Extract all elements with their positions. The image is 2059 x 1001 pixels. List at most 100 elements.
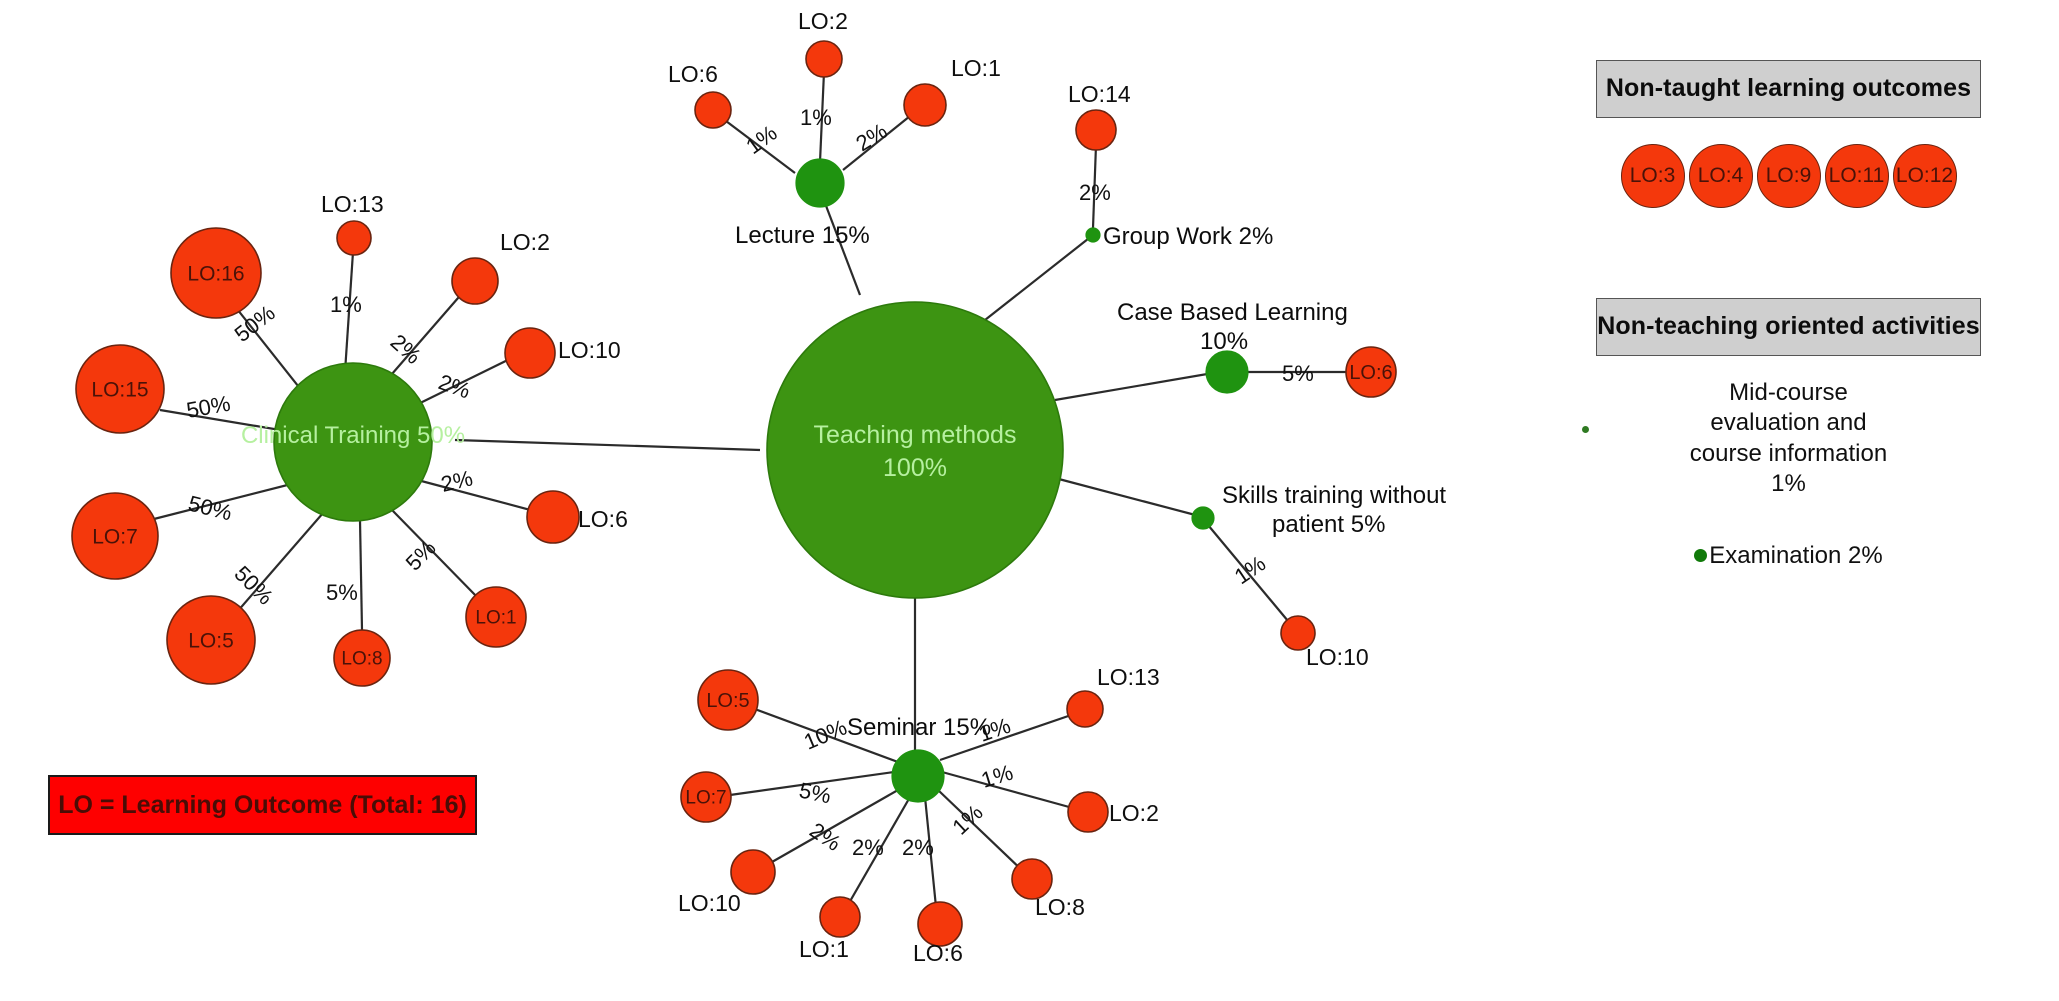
edge-clinical-lo2	[384, 289, 466, 383]
pct-clinical-lo5: 50%	[229, 561, 278, 610]
non-taught-lo-4[interactable]: LO:4	[1688, 144, 1753, 208]
lo-label-clinical-lo15: LO:15	[91, 379, 148, 402]
edge-clinical-lo1	[391, 509, 481, 601]
pct-clinical-lo10: 2%	[435, 369, 473, 403]
lo-node-seminar-lo13[interactable]: LO:13	[1066, 664, 1160, 728]
lo-label-lecture-lo6: LO:6	[668, 61, 718, 87]
pct-clinical-lo2: 2%	[386, 329, 426, 369]
clinical-training-circle[interactable]	[273, 362, 433, 522]
node-teaching-methods[interactable]: Teaching methods 100%	[766, 301, 1064, 599]
lo-node-clinical-lo7[interactable]: LO:7	[71, 492, 159, 580]
activity-examination-item[interactable]: Examination 2%	[1596, 542, 1981, 570]
lo-node-case-lo6[interactable]: LO:6	[1345, 346, 1397, 398]
case-based-learning-outcomes: LO:6	[1345, 346, 1397, 398]
teaching-methods-circle[interactable]	[766, 301, 1064, 599]
non-taught-lo-11[interactable]: LO:11	[1824, 144, 1889, 208]
case-based-learning-circle[interactable]	[1205, 350, 1249, 394]
lo-node-seminar-lo10[interactable]: LO:10	[678, 849, 776, 916]
node-clinical-training[interactable]: Clinical Training 50%	[241, 362, 465, 522]
edge-layer	[149, 71, 1346, 918]
edge-clinical-lo5	[229, 504, 331, 621]
pct-seminar-lo7: 5%	[797, 777, 833, 808]
activity-midcourse-item[interactable]: Mid-course evaluation and course informa…	[1582, 378, 1981, 500]
edge-center-case	[1054, 370, 1220, 402]
edge-seminar-lo8	[937, 789, 1028, 876]
lo-node-groupwork-lo14[interactable]: LO:14	[1068, 81, 1131, 151]
lo-node-clinical-lo8[interactable]: LO:8	[333, 629, 391, 687]
non-taught-panel: Non-taught learning outcomes LO:3 LO:4 L…	[1596, 60, 1981, 208]
pct-clinical-lo15: 50%	[185, 391, 233, 423]
lo-node-seminar-lo7[interactable]: LO:7	[680, 771, 732, 823]
lo-node-skills-lo10[interactable]: LO:10	[1280, 615, 1369, 670]
lo-label-clinical-lo16: LO:16	[187, 263, 244, 286]
lo-legend-box: LO = Learning Outcome (Total: 16)	[48, 775, 477, 835]
non-taught-outcomes-row: LO:3 LO:4 LO:9 LO:11 LO:12	[1596, 144, 1981, 208]
lo-label-seminar-lo7: LO:7	[685, 788, 726, 809]
node-skills-training[interactable]: Skills training without patient 5%	[1191, 482, 1446, 538]
lo-node-clinical-lo15[interactable]: LO:15	[75, 344, 165, 434]
node-lecture[interactable]: Lecture 15%	[735, 158, 870, 249]
non-teaching-panel-title: Non-teaching oriented activities	[1596, 298, 1981, 356]
clinical-training-label: Clinical Training 50%	[241, 422, 465, 449]
lo-node-clinical-lo1[interactable]: LO:1	[465, 586, 527, 648]
node-group-work[interactable]: Group Work 2%	[1085, 223, 1273, 250]
lo-node-clinical-lo5[interactable]: LO:5	[166, 595, 256, 685]
edge-skills-lo10	[1207, 524, 1294, 628]
node-case-based-learning[interactable]: Case Based Learning 10%	[1117, 299, 1348, 394]
node-seminar[interactable]: Seminar 15%	[847, 714, 991, 803]
edge-seminar-lo2	[941, 770, 1081, 812]
lo-label-seminar-lo8: LO:8	[1035, 894, 1085, 920]
lo-node-clinical-lo16[interactable]: LO:16	[170, 227, 262, 319]
skills-training-label-line1: Skills training without	[1222, 482, 1446, 509]
lecture-label: Lecture 15%	[735, 222, 870, 249]
edge-center-groupwork	[984, 234, 1094, 321]
lo-node-clinical-lo13[interactable]: LO:13	[321, 191, 384, 256]
pct-lecture-lo1: 2%	[851, 118, 891, 156]
lo-node-clinical-lo6[interactable]: LO:6	[526, 490, 628, 544]
edge-seminar-lo1	[844, 796, 911, 911]
edge-lecture-lo2	[818, 71, 826, 163]
non-teaching-panel: Non-teaching oriented activities Mid-cou…	[1582, 298, 1981, 570]
lo-node-seminar-lo8[interactable]: LO:8	[1011, 858, 1085, 920]
lo-label-seminar-lo1: LO:1	[799, 936, 849, 962]
lo-label-seminar-lo10: LO:10	[678, 890, 741, 916]
lo-node-lecture-lo6[interactable]: LO:6	[668, 61, 732, 129]
lo-node-lecture-lo1[interactable]: LO:1	[903, 55, 1001, 127]
edge-lecture-lo1	[842, 111, 916, 171]
edge-clinical-lo13	[343, 251, 355, 373]
edge-center-skills	[1054, 476, 1204, 519]
non-taught-lo-3[interactable]: LO:3	[1620, 144, 1685, 208]
lo-label-lecture-lo1: LO:1	[951, 55, 1001, 81]
lo-node-seminar-lo1[interactable]: LO:1	[799, 896, 861, 962]
edge-seminar-lo10	[764, 789, 899, 867]
edge-clinical-lo8	[358, 519, 364, 631]
group-work-circle[interactable]	[1085, 227, 1101, 243]
edge-seminar-lo6	[923, 796, 939, 918]
non-taught-panel-title: Non-taught learning outcomes	[1596, 60, 1981, 118]
non-taught-lo-9[interactable]: LO:9	[1756, 144, 1821, 208]
edge-clinical-lo10	[409, 353, 521, 409]
examination-bullet-dot	[1694, 549, 1708, 563]
lo-node-clinical-lo10[interactable]: LO:10	[504, 327, 621, 379]
edge-seminar-lo5	[751, 706, 899, 764]
lo-node-clinical-lo2[interactable]: LO:2	[451, 229, 550, 305]
seminar-circle[interactable]	[891, 749, 945, 803]
skills-training-circle[interactable]	[1191, 506, 1215, 530]
pct-seminar-lo1: 2%	[852, 835, 884, 860]
lo-node-seminar-lo5[interactable]: LO:5	[697, 669, 759, 731]
lo-label-seminar-lo2: LO:2	[1109, 800, 1159, 826]
pct-clinical-lo7: 50%	[186, 491, 235, 526]
lo-node-seminar-lo6[interactable]: LO:6	[913, 901, 963, 966]
non-taught-lo-12[interactable]: LO:12	[1892, 144, 1957, 208]
lo-node-seminar-lo2[interactable]: LO:2	[1067, 791, 1159, 833]
lo-label-clinical-lo13: LO:13	[321, 191, 384, 217]
lo-label-clinical-lo8: LO:8	[341, 649, 382, 670]
lo-label-case-lo6: LO:6	[1349, 362, 1392, 384]
pct-clinical-lo1: 5%	[401, 535, 441, 575]
lo-node-lecture-lo2[interactable]: LO:2	[798, 8, 848, 78]
lo-label-clinical-lo7: LO:7	[92, 526, 138, 549]
pct-lecture-lo6: 1%	[741, 120, 781, 159]
lecture-circle[interactable]	[795, 158, 845, 208]
pct-groupwork-lo14: 2%	[1079, 180, 1111, 205]
lo-label-skills-lo10: LO:10	[1306, 644, 1369, 670]
